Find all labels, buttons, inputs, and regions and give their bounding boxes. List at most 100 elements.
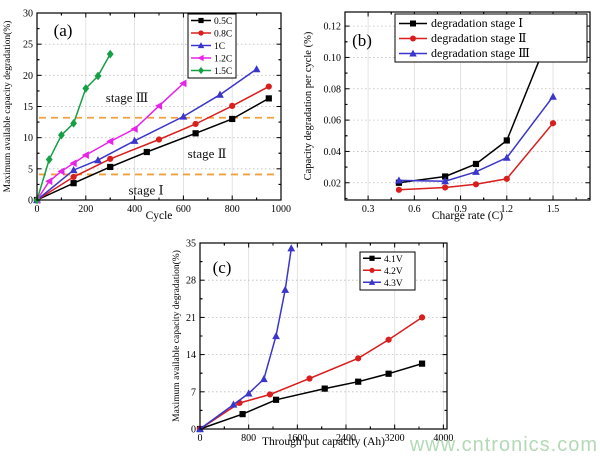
circle-marker [418, 314, 426, 321]
square-marker [418, 360, 426, 367]
svg-text:4.1V: 4.1V [384, 255, 403, 265]
series-1.5C [33, 49, 114, 205]
square-marker [70, 180, 77, 187]
svg-text:1.2: 1.2 [501, 204, 514, 215]
circle-marker [549, 120, 557, 127]
triangle-marker [441, 177, 450, 185]
square-marker [265, 95, 272, 102]
svg-text:2400: 2400 [336, 433, 356, 444]
svg-text:degradation stage Ⅰ: degradation stage Ⅰ [431, 16, 523, 30]
tick-labels: 0.3 0.6 0.9 1.2 1.5 0.02 0.04 0.06 0.08 0.10 0.12 [324, 22, 560, 215]
triangle-marker [409, 49, 417, 57]
svg-text:7: 7 [191, 387, 196, 398]
svg-text:0: 0 [198, 433, 203, 444]
circle-marker [369, 267, 375, 273]
svg-text:stage Ⅰ: stage Ⅰ [129, 182, 164, 197]
svg-text:0.3: 0.3 [362, 204, 375, 215]
chart-panel-c: 0 800 1600 2400 3200 4000 0 7 14 21 28 35 Through pu… [170, 231, 500, 462]
circle-marker [355, 355, 362, 362]
svg-text:1.5C: 1.5C [214, 67, 232, 77]
svg-text:15: 15 [23, 102, 33, 113]
triangle-marker [244, 389, 253, 397]
axis-ticks [199, 242, 447, 430]
svg-text:0.8C: 0.8C [214, 30, 232, 40]
svg-text:0: 0 [191, 425, 196, 436]
square-marker [229, 115, 236, 123]
tick-labels: 0 800 1600 2400 3200 4000 0 7 14 21 28 35 [186, 239, 453, 445]
stage-labels: stage Ⅰ stage Ⅱ stage Ⅲ [106, 90, 227, 197]
svg-text:3200: 3200 [385, 433, 405, 444]
axis-ticks [36, 12, 282, 201]
triangle-marker [395, 176, 403, 184]
series-4.3V [196, 244, 296, 433]
series-0.5C [33, 95, 272, 204]
circle-marker [306, 375, 313, 382]
svg-text:0.02: 0.02 [324, 178, 342, 189]
chart-(a): stage Ⅰ stage Ⅱ stage Ⅲ 0 200 400 600 800 1000 0 5… [2, 9, 291, 223]
circle-marker [107, 155, 114, 162]
watermark: www.cntronics.com [409, 434, 598, 456]
svg-text:0.5C: 0.5C [214, 17, 232, 27]
triangle-marker [197, 42, 205, 49]
circle-marker [472, 181, 480, 188]
circle-marker [410, 35, 416, 42]
svg-text:20: 20 [23, 71, 33, 82]
svg-text:35: 35 [186, 239, 196, 250]
panel-letter: (c) [213, 258, 232, 277]
panel-letter: (a) [54, 21, 73, 40]
diamond-marker [198, 66, 204, 75]
triangle-marker [130, 136, 139, 144]
svg-text:5: 5 [28, 164, 33, 175]
triangle-left-marker [45, 177, 53, 186]
svg-text:14: 14 [186, 350, 196, 361]
triangle-left-marker [81, 151, 89, 159]
svg-text:10: 10 [23, 133, 33, 144]
triangle-left-marker [69, 159, 77, 168]
triangle-marker [281, 285, 290, 293]
square-marker [472, 160, 480, 168]
triangle-marker [287, 244, 296, 252]
svg-text:1000: 1000 [271, 204, 291, 215]
svg-text:1.5: 1.5 [547, 204, 560, 215]
svg-text:degradation stage Ⅱ: degradation stage Ⅱ [431, 31, 526, 45]
triangle-marker [472, 167, 480, 175]
circle-marker [155, 136, 163, 143]
svg-text:200: 200 [78, 204, 93, 215]
svg-text:stage Ⅱ: stage Ⅱ [188, 146, 227, 161]
svg-text:400: 400 [127, 204, 142, 215]
triangle-marker [502, 153, 511, 161]
svg-text:1.2C: 1.2C [214, 55, 232, 65]
svg-text:30: 30 [23, 9, 33, 20]
y-axis-label: Maximum available capacity degradation(%… [2, 21, 13, 193]
diamond-marker [57, 130, 65, 140]
triangle-left-marker [130, 125, 138, 133]
x-axis-label: Cycle [146, 210, 173, 222]
circle-marker [442, 184, 449, 191]
svg-text:800: 800 [225, 204, 240, 215]
y-axis-label: Capacity degradation per cycle (%) [303, 31, 314, 180]
chart-panel-b: 0.3 0.6 0.9 1.2 1.5 0.02 0.04 0.06 0.08 0.10 0.12 C… [300, 0, 600, 231]
chart-(b): 0.3 0.6 0.9 1.2 1.5 0.02 0.04 0.06 0.08 0.10 0.12 C… [303, 11, 591, 222]
svg-text:0.6: 0.6 [408, 204, 421, 215]
square-marker [321, 385, 328, 392]
triangle-left-marker [106, 137, 114, 146]
series-degradation stage Ⅲ [395, 92, 557, 185]
diamond-marker [82, 84, 90, 93]
square-marker [198, 17, 204, 24]
triangle-marker [252, 65, 261, 73]
circle-marker [395, 186, 403, 193]
svg-text:4.3V: 4.3V [384, 279, 403, 289]
triangle-marker [368, 278, 376, 285]
chart-panel-a: stage Ⅰ stage Ⅱ stage Ⅲ 0 200 400 600 800 1000 0 5… [0, 0, 300, 231]
triangle-marker [216, 90, 224, 98]
svg-text:degradation stage Ⅲ: degradation stage Ⅲ [431, 46, 530, 60]
svg-text:0: 0 [28, 196, 33, 207]
svg-text:1C: 1C [214, 42, 225, 52]
tick-labels: 0 200 400 600 800 1000 0 5 10 15 20 25 30 [23, 9, 291, 216]
svg-text:0.08: 0.08 [324, 84, 342, 95]
diamond-marker [106, 49, 114, 59]
svg-text:0.06: 0.06 [324, 116, 342, 127]
legend: 4.1V 4.2V 4.3V [359, 251, 416, 291]
square-marker [272, 396, 280, 403]
